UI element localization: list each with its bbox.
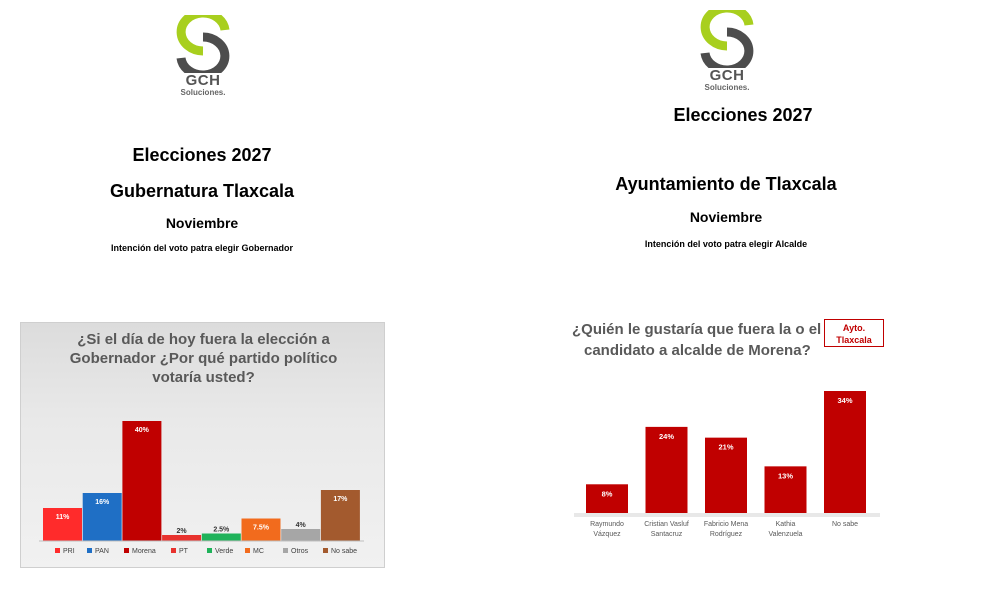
chart-title-line: Gobernador ¿Por qué partido político (69, 350, 338, 367)
right-subheading: Ayuntamiento de Tlaxcala (615, 174, 837, 194)
data-label: 16% (95, 499, 110, 506)
data-label: 13% (778, 471, 793, 480)
legend-label: PT (179, 548, 189, 555)
chart-title-line: votaría usted? (152, 369, 255, 386)
legend-swatch (171, 548, 176, 553)
category-label: Fabricio Mena Rodríguez (704, 521, 748, 538)
category-label: No sabe (832, 521, 858, 528)
gch-logo-left: GCH Soluciones. (163, 15, 243, 97)
data-label: 40% (135, 427, 150, 434)
data-label: 11% (56, 514, 70, 521)
left-month: Noviembre (165, 215, 239, 231)
logo-name: GCH (709, 67, 745, 84)
data-label: 17% (333, 496, 348, 503)
bar-no-sabe (320, 490, 360, 541)
bar-candidate (645, 426, 688, 513)
bar-morena (122, 421, 162, 541)
party-vote-plot: 11% 16% 40% 2% 2.5% 7.5% 4% 17% PRI PAN Morena PT Ve… (39, 421, 364, 555)
party-vote-chart: ¿Si el día de hoy fuera la elección a Go… (20, 322, 385, 568)
legend-label: Morena (132, 548, 156, 555)
bar-candidate (824, 391, 866, 513)
bar-candidate (705, 437, 747, 513)
legend-label: MC (253, 548, 264, 555)
right-month: Noviembre (689, 209, 763, 225)
chart-title-line: ¿Quién le gustaría que fuera la o el (572, 321, 822, 338)
data-label: 7.5% (253, 525, 270, 532)
gch-logo-right: GCH Soluciones. (687, 10, 767, 92)
left-heading: Elecciones 2027 (132, 145, 272, 165)
candidate-chart: ¿Quién le gustaría que fuera la o el can… (566, 307, 886, 549)
legend-swatch (55, 548, 60, 553)
chart-title: ¿Si el día de hoy fuera la elección a Go… (21, 330, 386, 387)
ayto-badge: Ayto. Tlaxcala (824, 319, 884, 347)
candidate-plot: 8% Raymundo Vázquez 24% Cristian Vasluf Santa… (574, 391, 880, 538)
bar-verde (201, 533, 241, 541)
bar-candidate (586, 484, 628, 513)
bar-mc (241, 518, 281, 541)
data-label: 2% (177, 528, 188, 535)
legend-swatch (124, 548, 129, 553)
legend-swatch (207, 548, 212, 553)
legend-swatch (87, 548, 92, 553)
chart-title-line: ¿Si el día de hoy fuera la elección a (77, 331, 330, 348)
data-label: 24% (659, 432, 674, 441)
legend-label: Otros (291, 548, 309, 555)
gch-s-mark-icon (176, 15, 230, 73)
legend-label: Verde (215, 548, 233, 555)
legend-label: No sabe (331, 548, 357, 555)
gch-s-mark-icon (700, 10, 754, 68)
floor (574, 513, 880, 517)
data-label: 34% (837, 396, 852, 405)
legend-swatch (283, 548, 288, 553)
legend-label: PRI (63, 548, 75, 555)
chart-title: ¿Quién le gustaría que fuera la o el can… (572, 319, 821, 361)
bar-candidate (764, 466, 807, 513)
bar-pt (162, 535, 202, 541)
right-intent: Intención del voto patra elegir Alcalde (644, 239, 808, 249)
right-heading: Elecciones 2027 (673, 105, 813, 125)
data-label: 21% (718, 443, 733, 452)
left-intent: Intención del voto patra elegir Gobernad… (110, 243, 294, 253)
bar-pri (43, 508, 82, 541)
data-label: 4% (296, 522, 307, 529)
category-label: Kathia Valenzuela (768, 521, 802, 538)
category-label: Raymundo Vázquez (590, 521, 624, 538)
bar-pan (82, 493, 122, 541)
bar-otros (281, 529, 321, 541)
category-label: Cristian Vasluf Santacruz (644, 521, 689, 538)
logo-tagline: Soluciones. (180, 88, 226, 97)
legend-label: PAN (95, 548, 109, 555)
logo-tagline: Soluciones. (704, 83, 750, 92)
legend-swatch (323, 548, 328, 553)
data-label: 8% (602, 489, 613, 498)
data-label: 2.5% (213, 527, 230, 534)
logo-name: GCH (185, 72, 221, 89)
chart-title-line: candidato a alcalde de Morena? (584, 342, 811, 359)
left-subheading: Gubernatura Tlaxcala (109, 181, 295, 201)
legend-swatch (245, 548, 250, 553)
